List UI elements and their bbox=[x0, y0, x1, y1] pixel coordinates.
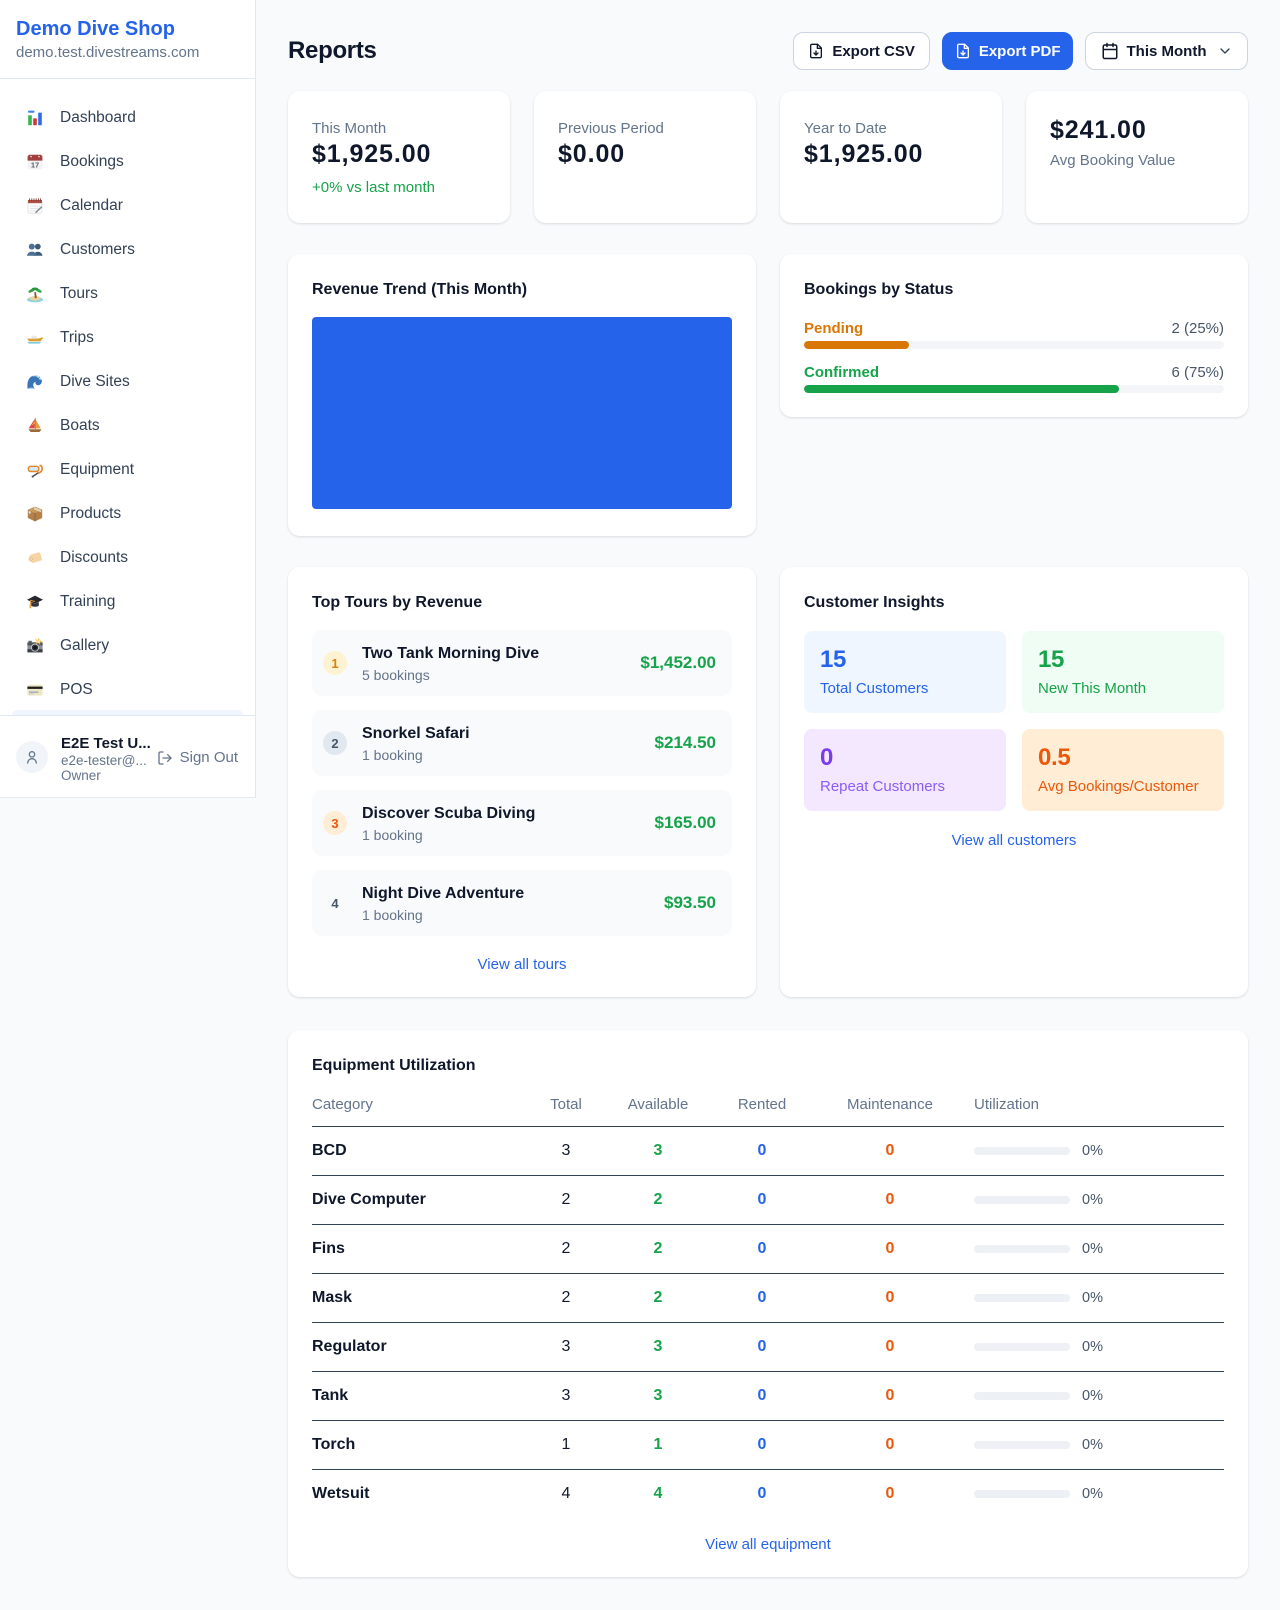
svg-text:17: 17 bbox=[31, 161, 39, 170]
